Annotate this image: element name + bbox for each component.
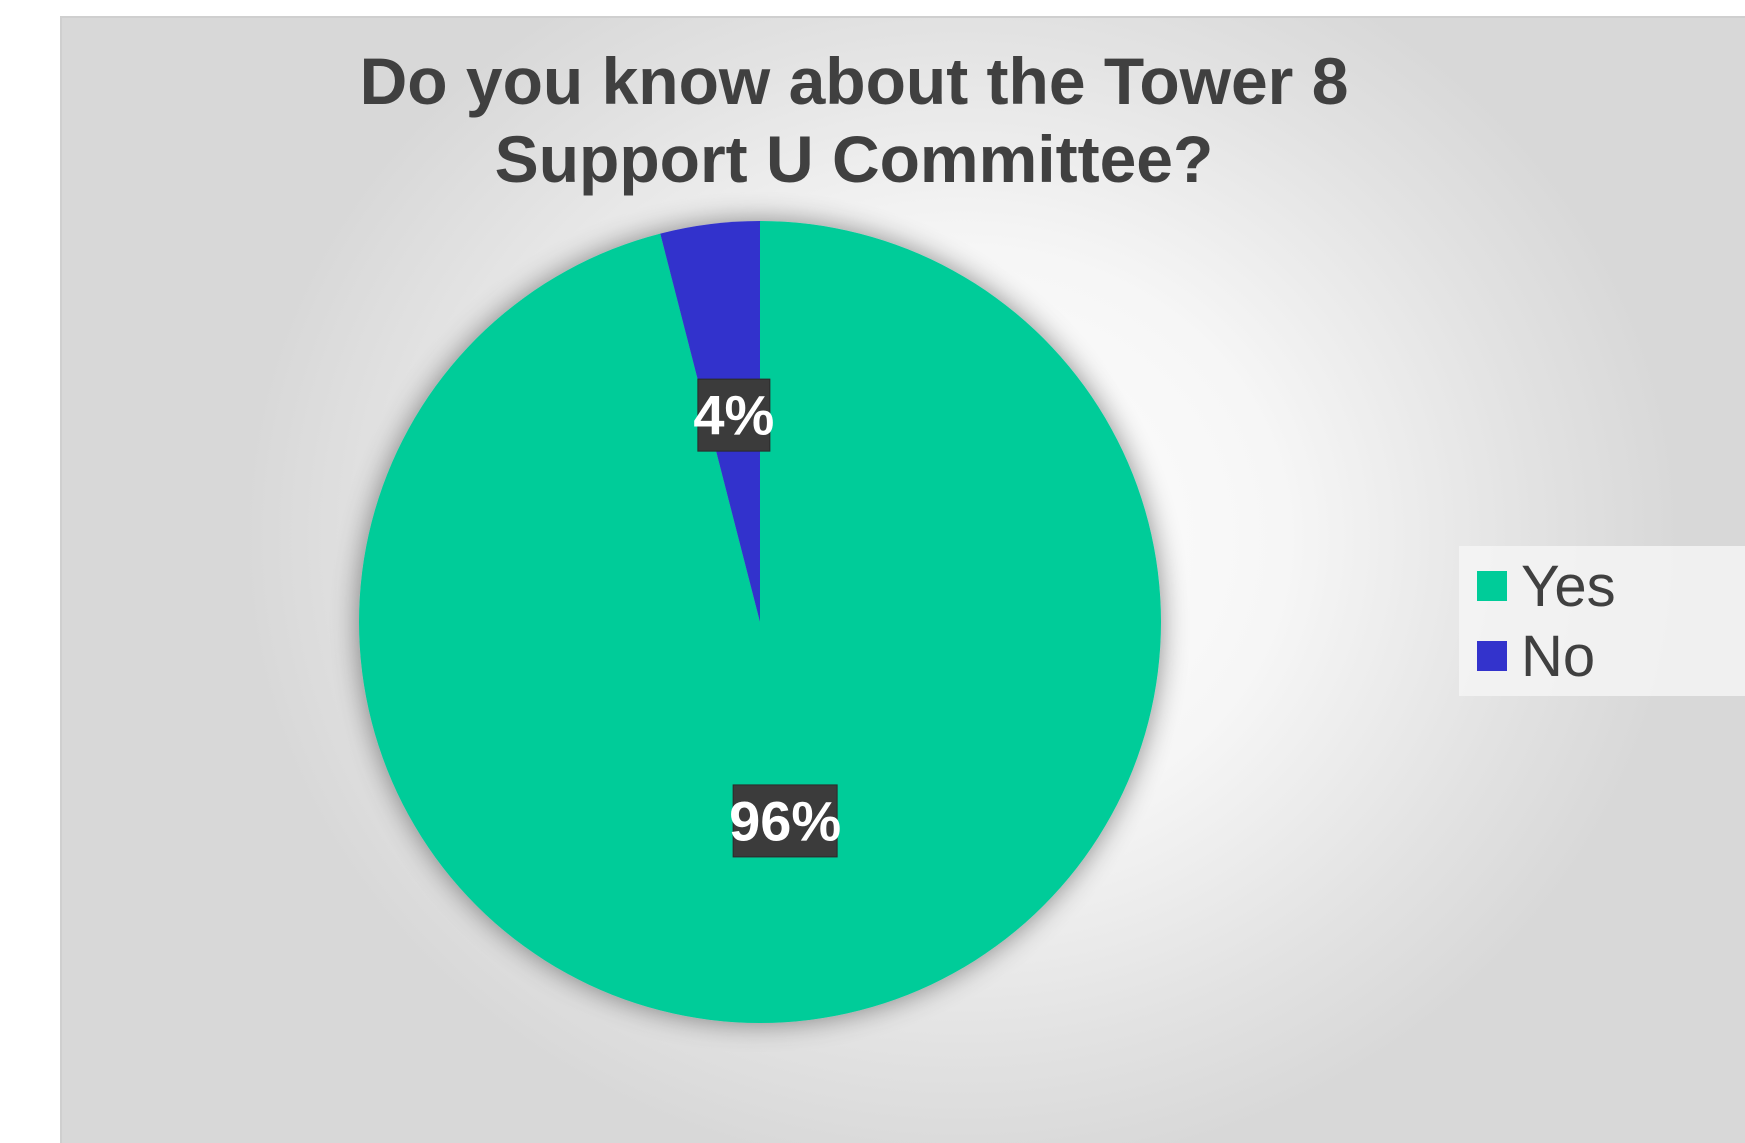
- data-label-text-no: 4%: [693, 384, 774, 447]
- data-label-box-yes: [732, 784, 838, 858]
- legend-swatch-no: [1477, 641, 1507, 671]
- legend-label-yes: Yes: [1521, 553, 1616, 619]
- legend-label-no: No: [1521, 623, 1596, 689]
- data-label-yes: 96%: [729, 784, 841, 858]
- pie-chart: 96% 4%: [359, 221, 1162, 1024]
- chart-title: Do you know about the Tower 8 Support U …: [359, 44, 1349, 196]
- data-label-no: 4%: [693, 378, 774, 452]
- pie-slices: [359, 221, 1162, 1024]
- legend-item-no: No: [1477, 624, 1595, 689]
- pie-data-labels: 96% 4%: [693, 378, 841, 858]
- legend-item-yes: Yes: [1477, 554, 1616, 619]
- chart-area: Do you know about the Tower 8 Support U …: [60, 16, 1745, 1143]
- data-label-text-yes: 96%: [729, 789, 841, 852]
- data-label-box-no: [697, 378, 771, 452]
- legend-swatch-yes: [1477, 571, 1507, 601]
- legend: Yes No: [1459, 546, 1745, 696]
